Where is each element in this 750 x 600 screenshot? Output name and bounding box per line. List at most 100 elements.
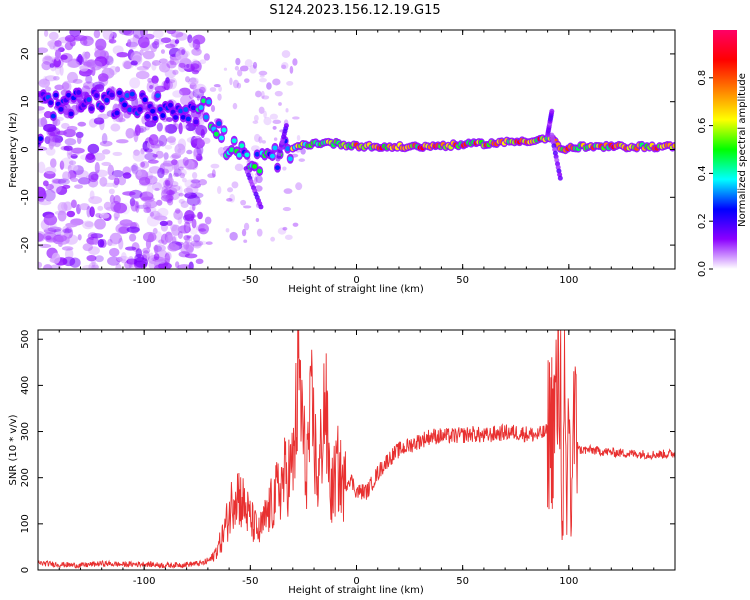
- y-tick-label: 300: [20, 422, 31, 441]
- ridge-core: [68, 111, 74, 117]
- noise-blob: [155, 150, 164, 159]
- noise-blob: [134, 124, 141, 136]
- noise-blob: [190, 192, 204, 199]
- noise-blob: [102, 30, 114, 40]
- noise-blob: [157, 167, 165, 179]
- noise-blob: [273, 137, 278, 141]
- noise-blob: [57, 210, 67, 222]
- noise-blob: [272, 119, 282, 125]
- noise-blob: [192, 39, 201, 50]
- ridge-spur: [549, 108, 555, 114]
- noise-blob: [38, 47, 49, 54]
- x-tick-label: -100: [133, 576, 156, 587]
- noise-blob: [178, 251, 190, 258]
- noise-blob: [152, 82, 159, 89]
- y-tick-label: -20: [20, 237, 31, 253]
- noise-blob: [146, 81, 155, 93]
- noise-blob: [54, 116, 64, 122]
- noise-blob: [296, 134, 301, 141]
- noise-blob: [113, 177, 120, 186]
- noise-blob: [116, 51, 129, 58]
- noise-blob: [186, 149, 193, 155]
- noise-blob: [45, 235, 52, 241]
- ridge-core: [109, 92, 115, 98]
- noise-blob: [211, 169, 216, 178]
- noise-blob: [172, 123, 180, 130]
- noise-blob: [259, 78, 267, 83]
- noise-blob: [45, 147, 56, 156]
- ridge-core: [275, 165, 281, 171]
- noise-blob: [177, 231, 183, 239]
- noise-blob: [188, 91, 195, 100]
- noise-blob: [70, 199, 77, 209]
- snr-panel: -100 -50 0 50 100 0 100 200 300 400 500 Height of …: [8, 329, 676, 596]
- noise-blob: [174, 39, 180, 44]
- colorbar-gradient: [713, 30, 737, 269]
- noise-blob: [258, 106, 265, 114]
- noise-blob: [207, 173, 216, 179]
- noise-blob: [122, 30, 135, 36]
- noise-blob: [53, 137, 62, 148]
- noise-blob: [243, 222, 250, 231]
- noise-blob: [131, 96, 138, 108]
- noise-blob: [195, 258, 204, 265]
- noise-blob: [93, 30, 101, 39]
- noise-blob: [69, 30, 81, 37]
- noise-blob: [149, 211, 155, 217]
- snr-series: [38, 330, 675, 570]
- noise-blob: [190, 240, 204, 247]
- noise-blob: [166, 190, 175, 196]
- noise-blob: [38, 78, 51, 88]
- noise-blob: [163, 158, 167, 167]
- x-tick-label: -50: [242, 275, 258, 286]
- noise-blob: [113, 202, 128, 214]
- noise-blob: [184, 210, 195, 222]
- noise-blob: [64, 42, 74, 51]
- noise-blob: [281, 64, 287, 70]
- noise-blob: [166, 60, 177, 69]
- noise-blob: [161, 79, 174, 91]
- noise-blob: [59, 65, 64, 76]
- noise-blob: [152, 227, 158, 235]
- noise-blob: [151, 61, 157, 71]
- noise-blob: [191, 77, 199, 85]
- noise-blob: [115, 117, 126, 123]
- x-tick-label: -50: [242, 576, 258, 587]
- noise-blob: [88, 262, 99, 269]
- noise-blob: [142, 60, 152, 69]
- noise-blob: [53, 234, 67, 242]
- noise-blob: [172, 172, 179, 177]
- noise-blob: [87, 143, 100, 154]
- noise-blob: [253, 176, 258, 185]
- ridge-core: [114, 110, 120, 116]
- noise-blob: [286, 81, 294, 86]
- noise-blob: [111, 170, 124, 178]
- noise-blob: [184, 253, 198, 259]
- ridge-core: [231, 138, 237, 144]
- noise-blob: [151, 59, 161, 66]
- ridge-core: [287, 156, 293, 162]
- noise-blob: [192, 241, 202, 249]
- noise-blob: [149, 85, 154, 90]
- noise-blob: [282, 226, 288, 231]
- y-tick-label: 20: [20, 48, 31, 61]
- noise-blob: [165, 193, 173, 204]
- noise-blob: [68, 160, 77, 166]
- noise-blob: [83, 39, 88, 45]
- noise-blob: [89, 206, 95, 218]
- noise-blob: [146, 143, 160, 154]
- ridge-core: [48, 100, 54, 106]
- noise-blob: [167, 243, 180, 252]
- noise-blob: [191, 218, 197, 229]
- noise-blob: [210, 163, 220, 169]
- ridge-core: [99, 105, 105, 111]
- noise-blob: [43, 189, 56, 202]
- noise-blob: [97, 238, 105, 248]
- snr-y-axis-label: SNR (10 * v/v): [8, 414, 19, 485]
- y-tick-label: 0: [20, 146, 31, 152]
- ridge-core: [53, 92, 59, 98]
- noise-blob: [41, 61, 52, 71]
- noise-blob: [177, 138, 187, 151]
- noise-blob: [283, 188, 293, 194]
- noise-blob: [168, 189, 173, 198]
